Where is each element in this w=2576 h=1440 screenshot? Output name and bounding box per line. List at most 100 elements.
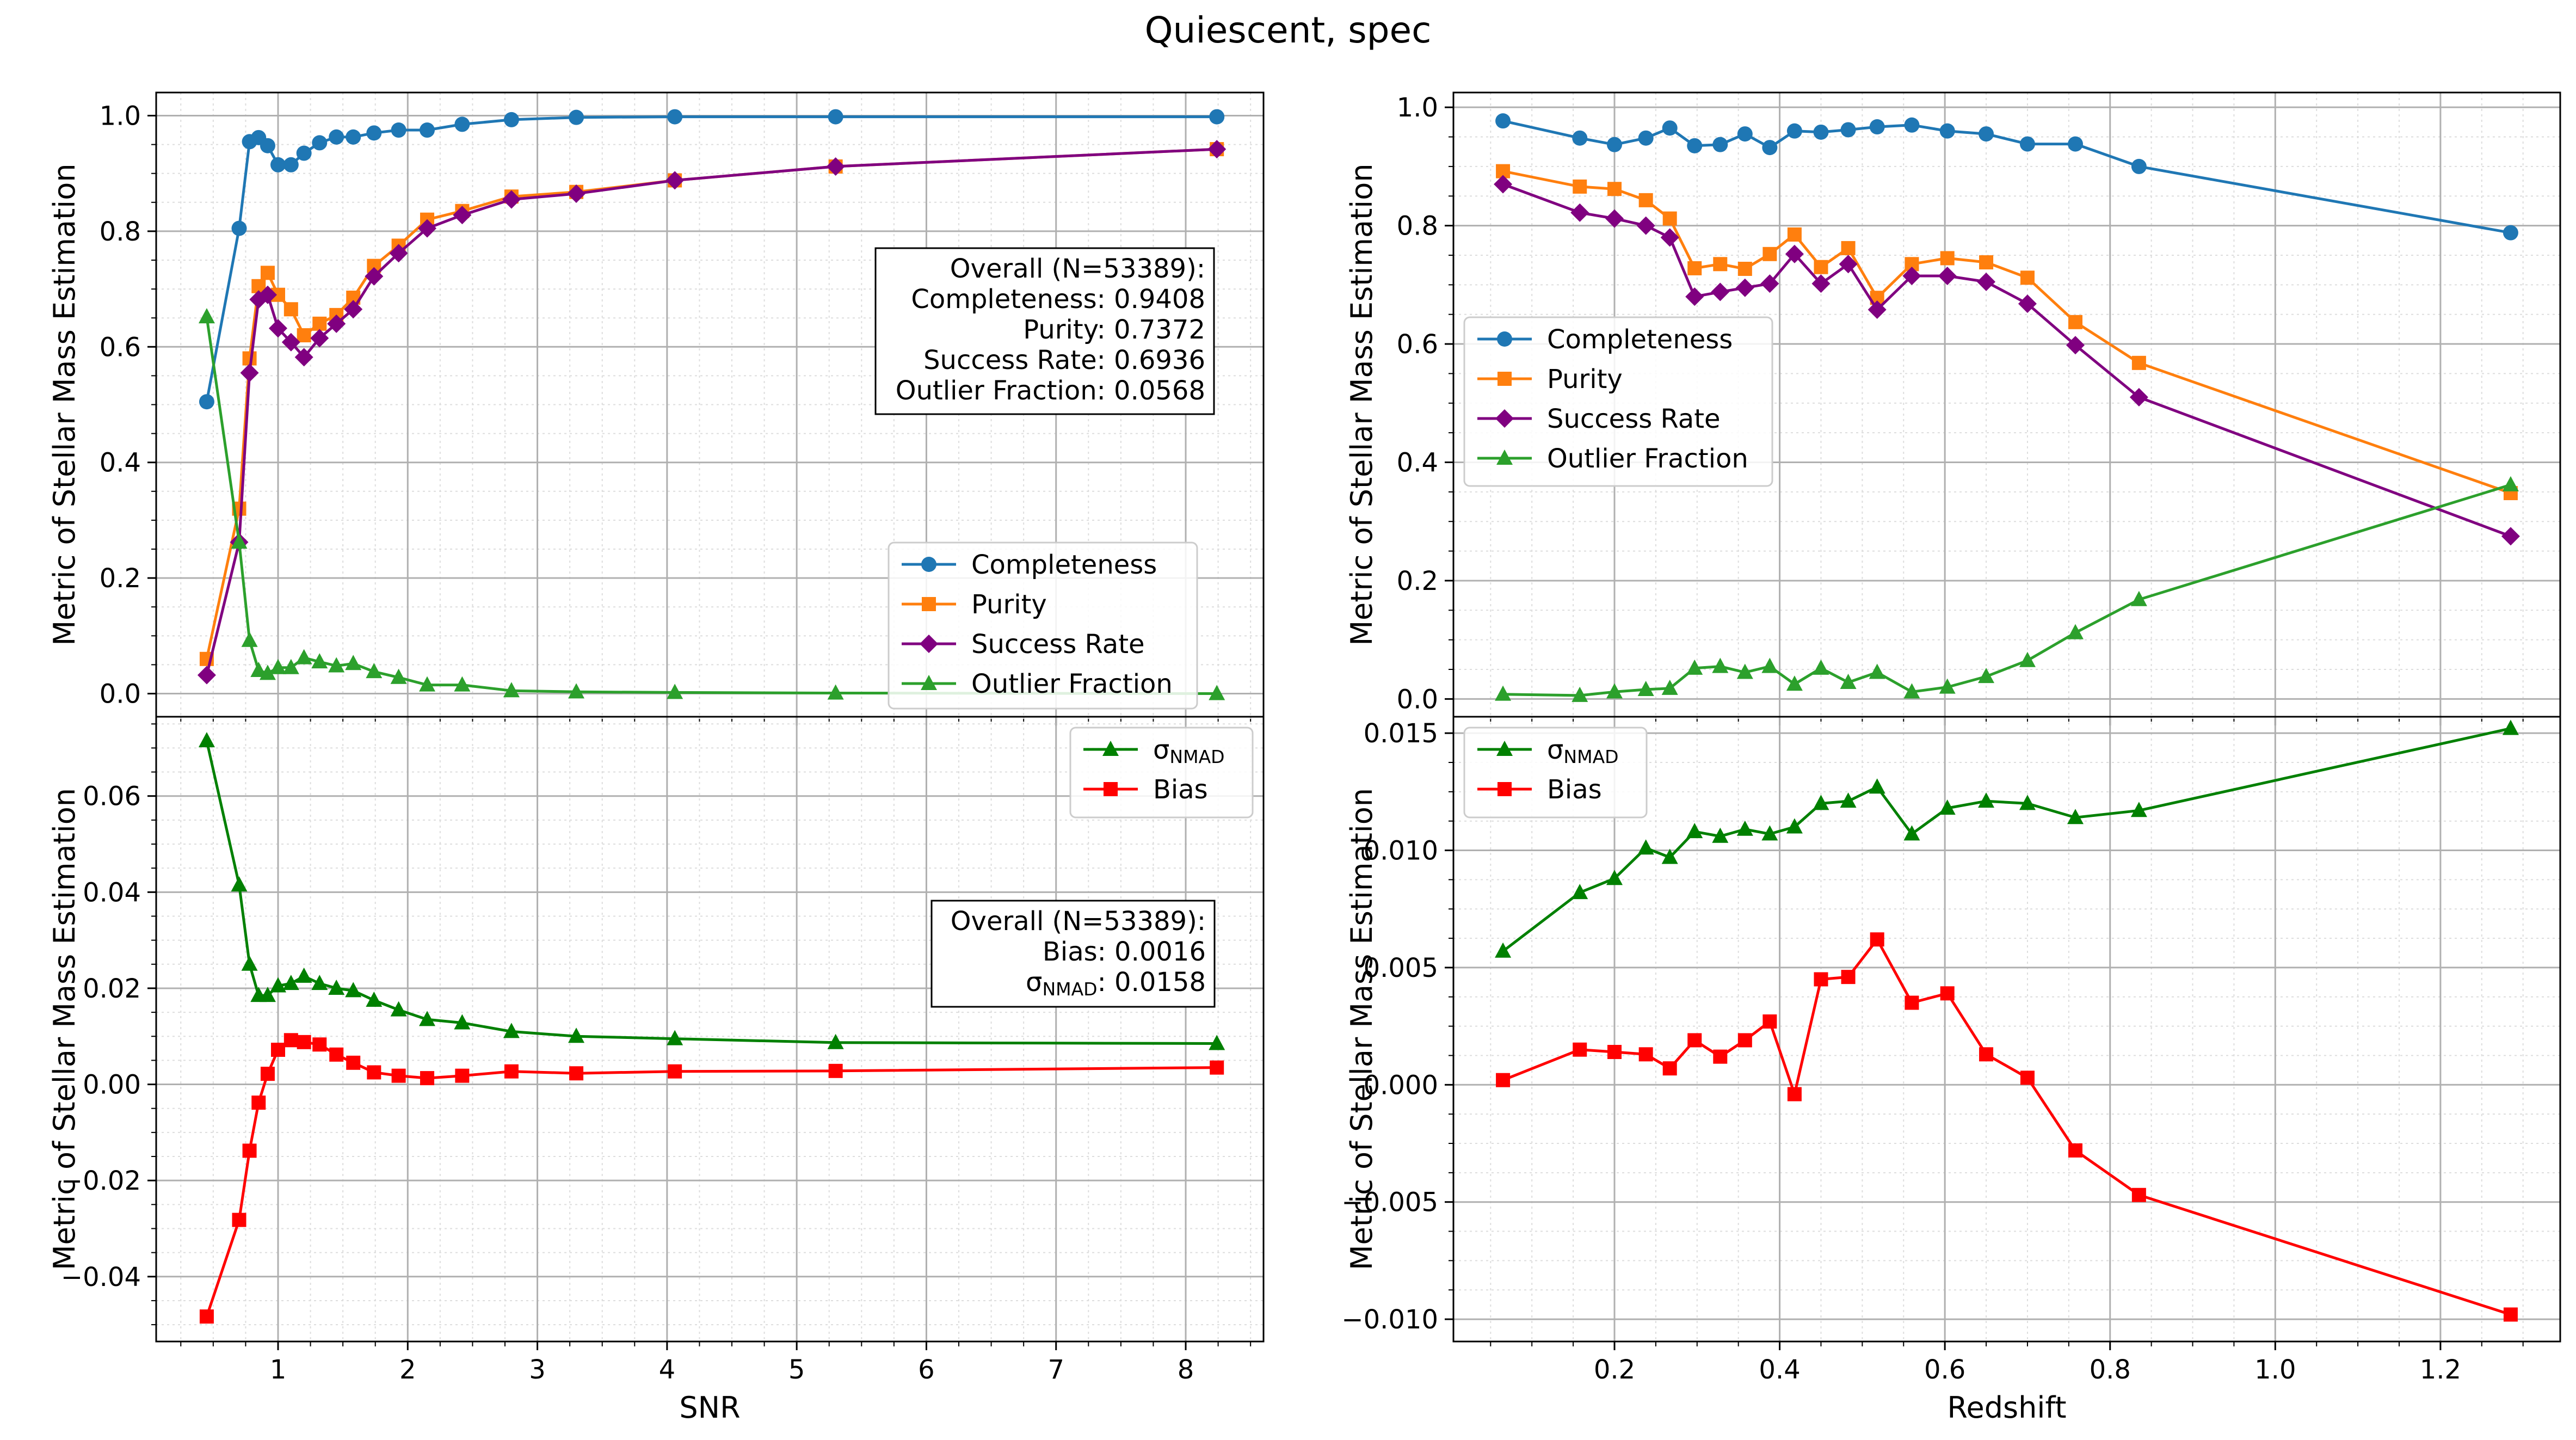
y-tick-label: −0.005 (1341, 1187, 1438, 1218)
data-point (827, 684, 844, 700)
series-outlier-fraction (1495, 476, 2519, 702)
y-tick-label: 0.00 (83, 1070, 141, 1100)
data-point (1939, 799, 1956, 815)
data-point (1938, 267, 1957, 286)
x-tick-label: 8 (1178, 1355, 1194, 1385)
data-point (329, 129, 344, 145)
data-point (2067, 136, 2083, 152)
legend: Completeness Purity Success Rate Outlier Fr… (1463, 316, 1773, 487)
data-point (312, 1037, 327, 1052)
data-point (250, 662, 267, 678)
data-point (1939, 123, 1955, 139)
data-point (503, 1023, 520, 1038)
data-point (269, 659, 286, 674)
legend-marker (1495, 409, 1514, 428)
x-tick-label: 0.8 (2090, 1355, 2131, 1385)
y-tick-label: 0.015 (1364, 718, 1438, 749)
data-point (282, 659, 299, 674)
data-point (270, 1042, 285, 1057)
y-tick-label: 1.0 (100, 101, 141, 131)
data-point (2130, 802, 2147, 817)
data-point (420, 1071, 435, 1086)
legend-marker (920, 635, 938, 653)
data-point (2066, 336, 2085, 355)
data-point (418, 219, 437, 238)
series-line (1502, 938, 2511, 1316)
data-point (1638, 130, 1654, 146)
data-point (198, 732, 215, 748)
data-point (1841, 970, 1856, 984)
data-point (231, 533, 248, 549)
y-axis-label: Metric of Stellar Mass Estimation (47, 163, 82, 645)
data-point (1939, 678, 1956, 694)
data-point (329, 1047, 344, 1062)
data-point (295, 649, 312, 664)
data-point (668, 1064, 682, 1079)
data-point (454, 676, 471, 692)
data-point (346, 1055, 361, 1070)
data-point (1905, 995, 1919, 1010)
legend-label: Completeness (971, 550, 1157, 580)
y-tick-label: 0.2 (1397, 566, 1438, 596)
annotation-line: Overall (N=53389): (951, 906, 1206, 937)
data-point (1606, 683, 1623, 699)
legend-marker (1496, 450, 1513, 465)
data-point (328, 657, 345, 673)
y-tick-label: 0.6 (100, 332, 141, 362)
annotation-box (930, 900, 1216, 1008)
data-point (345, 655, 362, 670)
data-point (503, 682, 520, 698)
data-point (2020, 1070, 2035, 1085)
data-point (1607, 1045, 1622, 1059)
data-point (1495, 113, 1511, 129)
data-point (2019, 795, 2036, 810)
data-point (1868, 300, 1887, 319)
data-point (1841, 241, 1856, 255)
data-point (365, 267, 384, 286)
data-point (1572, 686, 1588, 702)
data-point (284, 302, 298, 317)
x-tick-label: 0.6 (1924, 1355, 1965, 1385)
data-point (1814, 972, 1828, 987)
data-point (2501, 527, 2520, 546)
data-point (1209, 1035, 1225, 1050)
data-point (1787, 1087, 1802, 1101)
legend-label-subscript: NMAD (1169, 746, 1224, 767)
y-tick-label: 0.4 (100, 448, 141, 478)
data-point (345, 982, 362, 998)
data-point (454, 116, 470, 132)
data-point (260, 1067, 275, 1081)
legend-label-subscript: NMAD (1563, 746, 1618, 767)
series-success-rate (197, 140, 1227, 685)
data-point (455, 1068, 470, 1083)
data-point (1839, 255, 1858, 274)
data-point (419, 676, 436, 692)
series-line (1502, 727, 2511, 952)
stats-annotation: Overall (N=53389):Completeness: 0.9408Pu… (874, 247, 1215, 415)
y-tick-label: 0.04 (83, 877, 141, 908)
data-point (1638, 1047, 1653, 1062)
y-tick-label: 0.010 (1364, 836, 1438, 866)
legend-label: Bias (1153, 774, 1208, 805)
data-point (1737, 1033, 1752, 1048)
y-axis-label: Metric of Stellar Mass Estimation (47, 788, 82, 1270)
data-point (1496, 1073, 1511, 1087)
series-sigma-nmad (198, 732, 1225, 1050)
chart-z_bottom: 0.2 0.4 0.6 0.8 1.0 1.2 −0.010 −0.005 0.000 0.005… (1341, 716, 2561, 1425)
data-point (1737, 126, 1753, 142)
data-point (1712, 827, 1729, 843)
data-point (1636, 216, 1655, 235)
data-point (2068, 1143, 2082, 1158)
data-point (1903, 825, 1920, 841)
data-point (1904, 117, 1920, 133)
data-point (1209, 685, 1225, 700)
data-point (240, 364, 259, 383)
x-tick-label: 3 (529, 1355, 546, 1385)
data-point (327, 314, 346, 333)
data-point (1207, 140, 1227, 159)
data-point (1735, 278, 1754, 297)
legend-marker (1497, 782, 1512, 796)
annotation-line: Outlier Fraction: 0.0568 (896, 376, 1205, 406)
data-point (1712, 137, 1728, 152)
